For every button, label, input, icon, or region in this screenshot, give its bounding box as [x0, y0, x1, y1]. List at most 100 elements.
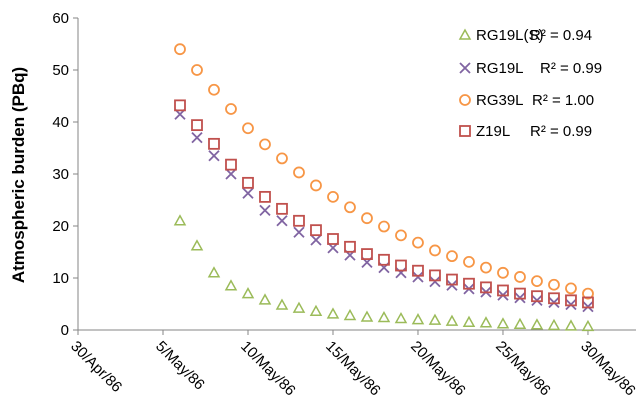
data-point	[378, 253, 390, 266]
data-point	[174, 43, 186, 56]
y-tick-label: 10	[52, 270, 69, 287]
series-rg39l	[174, 43, 594, 300]
data-point	[174, 99, 186, 112]
data-point	[480, 281, 492, 294]
data-point	[548, 292, 560, 305]
legend-r2: R² = 0.94	[530, 27, 592, 44]
y-tick-label: 40	[52, 114, 69, 131]
data-point	[344, 201, 356, 214]
data-point	[513, 317, 527, 330]
data-point	[225, 158, 237, 171]
data-point	[360, 310, 374, 322]
data-point	[326, 307, 340, 319]
legend: RG19L(S)R² = 0.94 RG19L R² = 0.99 RG39L R² =…	[458, 27, 602, 140]
x-tick-label: 5/May/86	[152, 338, 208, 394]
y-tick-label: 30	[52, 166, 69, 183]
data-point	[259, 138, 271, 151]
data-point	[395, 229, 407, 242]
data-point	[462, 315, 476, 327]
data-point	[208, 137, 220, 150]
data-point	[429, 276, 441, 288]
data-point	[412, 264, 424, 277]
data-point	[548, 278, 560, 291]
data-point	[361, 248, 373, 260]
x-tick-label: 25/May/86	[492, 338, 554, 400]
data-point	[258, 293, 272, 305]
y-axis: 0 10 20 30 40 50 60	[52, 10, 79, 339]
data-point	[310, 234, 322, 246]
data-point	[292, 301, 306, 313]
y-axis-title: Atmospheric burden (PBq)	[9, 67, 28, 283]
y-tick-label: 50	[52, 62, 69, 79]
legend-item: RG19L(S)R² = 0.94	[458, 27, 592, 44]
data-point	[429, 269, 441, 282]
data-point	[496, 317, 510, 329]
data-point	[497, 284, 509, 297]
x-axis: 30/Apr/86 5/May/86 10/May/86 15/May/86 20/Ma…	[67, 329, 639, 400]
legend-label: RG19L(S)	[476, 27, 544, 44]
data-point	[377, 310, 391, 323]
data-point	[378, 220, 390, 233]
data-point	[242, 176, 254, 189]
data-point	[514, 271, 526, 283]
legend-label: RG19L	[476, 60, 524, 77]
data-point	[395, 267, 407, 279]
data-point	[445, 314, 459, 326]
legend-marker	[459, 94, 471, 106]
legend-r2: R² = 0.99	[540, 60, 602, 77]
data-point	[446, 250, 458, 263]
data-point	[208, 83, 220, 96]
legend-item: Z19L R² = 0.99	[459, 123, 592, 140]
data-point	[581, 319, 595, 332]
data-point	[480, 261, 492, 274]
data-point	[531, 275, 543, 288]
legend-marker	[459, 125, 471, 137]
data-point	[259, 204, 271, 217]
data-point	[293, 166, 305, 179]
data-point	[225, 168, 237, 180]
data-point	[173, 214, 187, 226]
data-point	[463, 277, 475, 290]
data-point	[327, 190, 339, 203]
plot-area	[173, 43, 595, 332]
data-point	[327, 233, 339, 245]
data-point	[275, 298, 289, 310]
legend-marker	[458, 28, 472, 40]
data-point	[309, 304, 323, 317]
x-tick-label: 20/May/86	[407, 338, 469, 400]
y-tick-label: 60	[52, 10, 69, 27]
data-point	[310, 224, 322, 237]
legend-label: RG39L	[476, 92, 524, 109]
data-point	[207, 266, 221, 278]
data-point	[564, 319, 578, 331]
data-point	[395, 259, 407, 272]
x-tick-label: 30/May/86	[577, 338, 639, 400]
data-point	[241, 287, 255, 299]
series-rg19l-s-	[173, 214, 595, 332]
data-point	[565, 294, 577, 307]
data-point	[276, 152, 288, 165]
legend-marker	[459, 62, 471, 74]
data-point	[394, 312, 408, 324]
legend-r2: R² = 0.99	[530, 123, 592, 140]
data-point	[530, 318, 544, 330]
data-point	[208, 150, 220, 162]
data-point	[191, 131, 203, 144]
x-tick-label: 30/Apr/86	[67, 338, 125, 396]
series-z19l	[174, 99, 594, 309]
data-point	[412, 236, 424, 249]
data-point	[343, 308, 357, 321]
data-point	[547, 318, 561, 331]
data-point	[242, 187, 254, 199]
data-point	[463, 255, 475, 268]
data-point	[361, 212, 373, 225]
data-point	[242, 122, 254, 135]
data-point	[582, 287, 594, 300]
data-point	[224, 279, 238, 291]
data-point	[191, 119, 203, 132]
data-point	[190, 239, 204, 251]
legend-r2: R² = 1.00	[532, 92, 594, 109]
data-point	[191, 64, 203, 76]
data-point	[225, 103, 237, 115]
data-point	[259, 190, 271, 203]
